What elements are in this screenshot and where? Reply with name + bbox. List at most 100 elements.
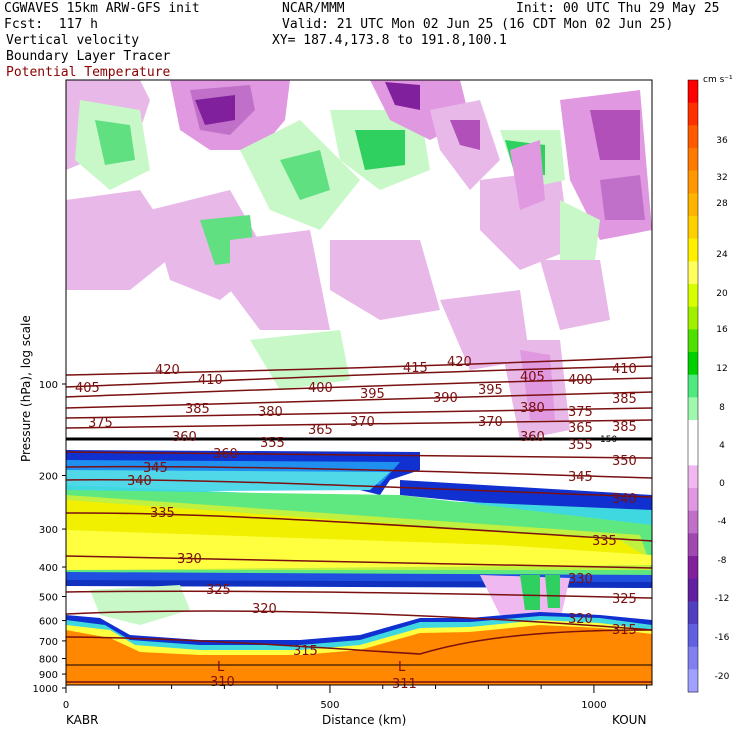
xy-coordinates: XY= 187.4,173.8 to 191.8,100.1	[272, 33, 507, 48]
colorbar-swatch	[688, 306, 698, 330]
model-title: CGWAVES 15km ARW-GFS init	[4, 1, 200, 16]
boundary-layer-orange	[66, 612, 652, 685]
plot-frame	[65, 79, 653, 686]
colorbar-label: 28	[716, 199, 728, 209]
colorbar-label: 4	[719, 441, 725, 451]
vertical-velocity-shading-upper	[66, 80, 652, 440]
colorbar-label: 0	[719, 479, 725, 489]
low-marker: L	[398, 660, 406, 675]
theta-contours	[66, 356, 652, 683]
theta-label: 375	[568, 405, 593, 420]
colorbar-label: 8	[719, 403, 725, 413]
theta-label: 405	[75, 381, 100, 396]
colorbar-label: -16	[715, 633, 730, 643]
vertical-velocity-shading-mid	[90, 575, 570, 625]
theta-label: 400	[568, 373, 593, 388]
theta-label: 355	[568, 438, 593, 453]
plot-area	[66, 80, 652, 685]
colorbar-swatch	[688, 624, 698, 648]
colorbar-swatch	[688, 102, 698, 126]
init-time: Init: 00 UTC Thu 29 May 25	[516, 1, 720, 16]
theta-label: 370	[478, 415, 503, 430]
colorbar-label: 36	[716, 136, 728, 146]
colorbar-swatch	[688, 352, 698, 376]
colorbar-swatch	[688, 374, 698, 398]
colorbar-label: 20	[716, 289, 728, 299]
x-axis-label: Distance (km)	[322, 713, 406, 727]
colorbar-swatch	[688, 533, 698, 557]
y-tick-label: 900	[39, 670, 58, 681]
theta-label: 385	[612, 392, 637, 407]
y-tick-label: 600	[39, 617, 58, 628]
colorbar-label: 12	[716, 364, 727, 374]
colorbar: 36 32 28 24 20 16 12 8 4 0 -4 -8 -12 -16 -20	[687, 79, 730, 693]
x-tick-label: 500	[320, 700, 339, 711]
theta-label: 350	[612, 454, 637, 469]
theta-label: 325	[206, 583, 231, 598]
x-tick-label: 0	[63, 700, 69, 711]
field-boundary-layer-tracer: Boundary Layer Tracer	[6, 49, 171, 64]
theta-label: 360	[213, 447, 238, 462]
colorbar-swatch	[688, 578, 698, 602]
theta-label: 345	[568, 470, 593, 485]
theta-label: 375	[88, 416, 113, 431]
theta-label: 415	[403, 361, 428, 376]
colorbar-swatch	[688, 669, 698, 693]
theta-label: 355	[260, 436, 285, 451]
theta-label: 325	[612, 592, 637, 607]
theta-label: 360	[172, 430, 197, 445]
endpoint-right: KOUN	[612, 713, 646, 727]
theta-label: 390	[433, 391, 458, 406]
colorbar-swatch	[688, 238, 698, 262]
colorbar-swatch	[688, 148, 698, 172]
colorbar-swatch	[688, 601, 698, 625]
y-tick-label: 700	[39, 637, 58, 648]
theta-label: 395	[360, 387, 385, 402]
theta-label: 340	[612, 492, 637, 507]
colorbar-frame	[687, 79, 699, 693]
theta-label: 360	[520, 430, 545, 445]
theta-label: 385	[612, 420, 637, 435]
theta-label: 335	[150, 506, 175, 521]
theta-label: 315	[612, 623, 637, 638]
colorbar-swatch	[688, 170, 698, 194]
y-axis: 100 200 300 400 500 600 700 800 900 1000	[33, 380, 66, 695]
colorbar-swatch	[688, 125, 698, 149]
colorbar-swatch	[688, 284, 698, 308]
y-tick-label: 200	[39, 472, 58, 483]
colorbar-swatch	[688, 488, 698, 512]
theta-label: 395	[478, 383, 503, 398]
colorbar-swatch	[688, 193, 698, 217]
colorbar-swatch	[688, 420, 698, 444]
colorbar-swatch	[688, 216, 698, 240]
theta-label: 380	[258, 405, 283, 420]
colorbar-swatch	[688, 465, 698, 489]
theta-label: 315	[293, 644, 318, 659]
x-axis: 0 500 1000	[63, 685, 648, 711]
field-vertical-velocity: Vertical velocity	[6, 33, 140, 48]
theta-label: 340	[127, 474, 152, 489]
y-tick-label: 500	[39, 592, 58, 603]
theta-contour-labels: 420 420 410 410 415 405 405 400 400 395 …	[75, 355, 637, 692]
org-label: NCAR/MMM	[282, 1, 345, 16]
theta-label: 365	[308, 423, 333, 438]
x-tick-label: 1000	[581, 700, 606, 711]
colorbar-swatch	[688, 329, 698, 353]
theta-label: 330	[568, 572, 593, 587]
colorbar-unit: cm s⁻¹	[703, 75, 733, 85]
tracer-label: 150	[600, 435, 617, 445]
colorbar-swatch	[688, 261, 698, 285]
colorbar-label: -20	[715, 672, 730, 682]
theta-label: 400	[308, 381, 333, 396]
colorbar-label: 24	[716, 250, 728, 260]
colorbar-swatch	[688, 397, 698, 421]
theta-label: 405	[520, 370, 545, 385]
theta-label: 420	[155, 363, 180, 378]
colorbar-swatch	[688, 646, 698, 670]
theta-label: 345	[143, 461, 168, 476]
theta-label: 310	[210, 675, 235, 690]
theta-label: 420	[447, 355, 472, 370]
y-tick-label: 300	[39, 525, 58, 536]
colorbar-swatch	[688, 442, 698, 466]
endpoint-left: KABR	[66, 713, 98, 727]
